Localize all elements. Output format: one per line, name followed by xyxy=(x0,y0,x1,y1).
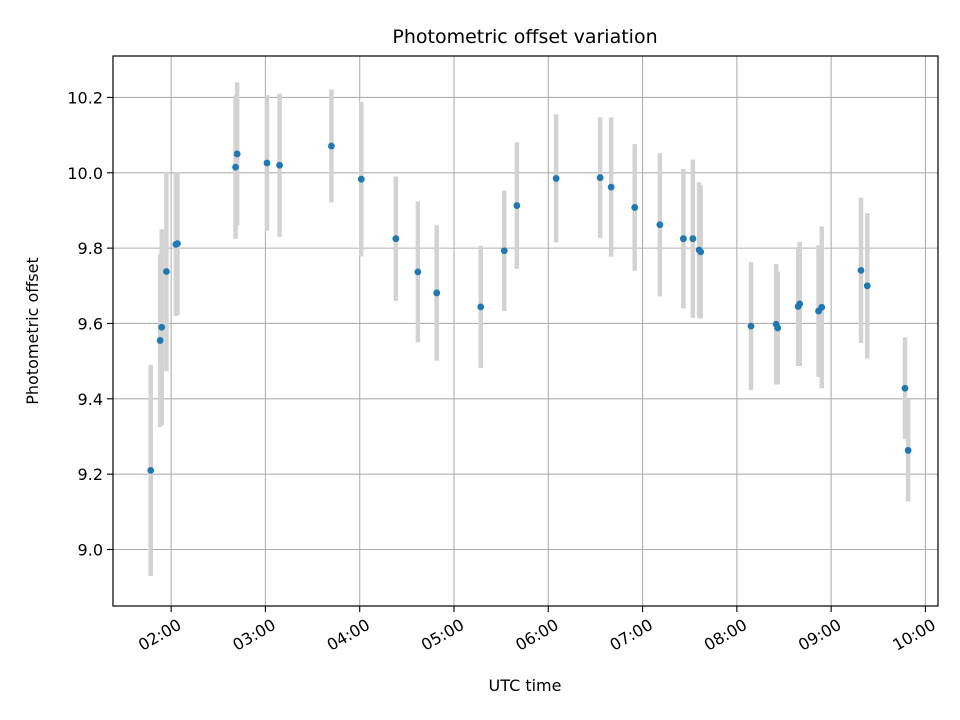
data-point xyxy=(796,300,804,308)
data-point xyxy=(158,323,166,331)
data-point xyxy=(414,268,422,276)
data-point xyxy=(513,202,521,209)
data-point xyxy=(263,159,271,167)
y-tick-label: 9.8 xyxy=(78,239,103,258)
y-axis-title: Photometric offset xyxy=(23,257,42,405)
data-point xyxy=(697,248,705,256)
data-point xyxy=(392,235,400,243)
y-tick-label: 9.0 xyxy=(78,540,103,559)
data-point xyxy=(774,324,782,332)
data-point xyxy=(607,183,615,191)
data-point xyxy=(156,337,164,344)
data-point xyxy=(818,303,826,311)
data-point xyxy=(276,161,283,169)
data-point xyxy=(147,466,155,474)
plot-area-frame xyxy=(112,55,939,607)
data-point xyxy=(901,384,909,392)
data-point xyxy=(656,221,664,229)
data-point xyxy=(552,175,560,182)
y-tick-label: 10.0 xyxy=(67,164,103,183)
data-point xyxy=(500,247,508,255)
data-point xyxy=(631,204,639,211)
data-point xyxy=(163,268,170,275)
y-tick-label: 9.6 xyxy=(78,314,103,333)
data-point xyxy=(328,142,335,150)
data-point xyxy=(174,240,181,248)
data-point xyxy=(680,235,687,243)
x-axis-title: UTC time xyxy=(489,676,562,695)
data-point xyxy=(857,266,865,274)
y-tick-label: 10.2 xyxy=(67,88,103,107)
data-point xyxy=(433,289,441,297)
data-point xyxy=(689,235,697,243)
y-tick-label: 9.2 xyxy=(78,465,103,484)
chart-title: Photometric offset variation xyxy=(392,26,657,48)
data-point xyxy=(904,447,912,454)
data-point xyxy=(477,303,485,311)
data-point xyxy=(863,282,871,290)
data-point xyxy=(596,174,604,182)
data-point xyxy=(233,150,241,158)
data-point xyxy=(357,175,365,183)
data-points xyxy=(147,142,912,474)
data-point xyxy=(747,322,755,330)
data-point xyxy=(232,163,239,171)
y-tick-label: 9.4 xyxy=(78,390,103,409)
